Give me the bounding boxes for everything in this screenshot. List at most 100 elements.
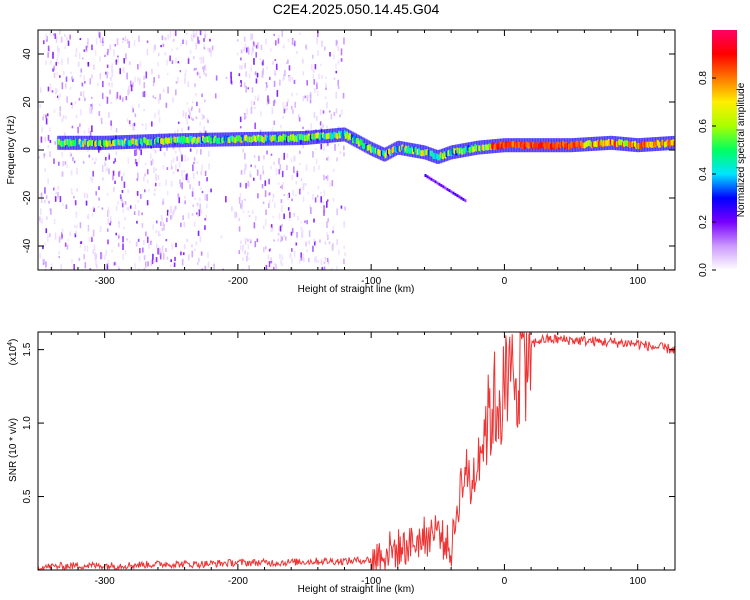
spectrogram-noise-cell (134, 158, 137, 165)
spectrogram-noise-cell (179, 179, 181, 185)
spectrogram-noise-cell (63, 71, 65, 75)
spectrogram-noise-cell (195, 116, 198, 120)
spectrogram-branch-cell (452, 191, 455, 195)
spectrogram-noise-cell (291, 175, 294, 181)
spectrogram-noise-cell (69, 34, 71, 40)
spectrogram-noise-cell (288, 75, 290, 81)
spectrogram-noise-cell (141, 212, 143, 216)
spectrogram-noise-cell (198, 40, 200, 44)
spectrogram-noise-cell (192, 30, 195, 38)
spectrogram-noise-cell (187, 212, 190, 219)
spectrogram-noise-cell (146, 169, 149, 175)
spectrogram-noise-cell (67, 40, 70, 46)
spectrogram-noise-cell (235, 212, 238, 218)
spectrogram-noise-cell (300, 226, 303, 231)
spectrogram-noise-cell (336, 208, 338, 216)
spectrogram-noise-cell (254, 241, 257, 248)
spectrogram-noise-cell (330, 268, 333, 270)
spectrogram-noise-cell (293, 250, 296, 258)
spectrogram-noise-cell (146, 40, 149, 44)
spectrogram-noise-cell (168, 212, 170, 217)
spectrogram-noise-cell (41, 127, 43, 133)
spectrogram-noise-cell (266, 150, 268, 155)
spectrogram-noise-cell (161, 245, 164, 253)
spectrogram-noise-cell (126, 72, 128, 80)
spectrogram-branch-cell (438, 182, 441, 186)
spectrogram-noise-cell (302, 95, 305, 102)
spectrogram-noise-cell (61, 82, 64, 90)
spectrogram-noise-cell (207, 48, 209, 52)
spectrogram-noise-cell (163, 152, 166, 155)
spectrogram-noise-cell (187, 176, 189, 183)
spectrogram-noise-cell (66, 244, 69, 250)
spectrogram-noise-cell (54, 141, 56, 145)
spectrogram-noise-cell (83, 130, 86, 135)
spectrogram-noise-cell (169, 55, 171, 62)
spectrogram-noise-cell (191, 250, 194, 258)
spectrogram-noise-cell (198, 108, 201, 113)
spectrogram-noise-cell (105, 156, 107, 161)
spectrogram-noise-cell (96, 83, 99, 87)
spectrogram-noise-cell (111, 71, 113, 78)
spectrogram-noise-cell (173, 206, 176, 212)
spectrogram-noise-cell (267, 98, 270, 104)
spectrogram-noise-cell (248, 265, 250, 270)
spectrogram-noise-cell (263, 155, 265, 160)
spectrogram-noise-cell (193, 157, 196, 161)
spectrogram-noise-cell (172, 97, 174, 103)
spectrogram-noise-cell (343, 145, 345, 151)
spectrogram-noise-cell (72, 157, 74, 161)
spectrogram-noise-cell (107, 260, 110, 266)
spectrogram-noise-cell (336, 157, 338, 162)
spectrogram-noise-cell (199, 57, 201, 60)
spectrogram-noise-cell (161, 35, 164, 41)
spectrogram-noise-cell (106, 228, 109, 232)
spectrogram-noise-cell (118, 265, 120, 269)
spectrogram-noise-cell (55, 191, 57, 195)
spectrogram-noise-cell (130, 84, 133, 92)
spectrogram-noise-cell (153, 77, 155, 83)
spectrogram-noise-cell (325, 140, 328, 148)
spectrogram-noise-cell (284, 236, 287, 241)
spectrogram-noise-cell (245, 183, 247, 189)
spectrogram-noise-cell (317, 186, 320, 190)
spectrogram-noise-cell (180, 251, 182, 256)
spectrogram-noise-cell (181, 169, 183, 177)
spectrogram-noise-cell (195, 67, 197, 71)
spectrogram-noise-cell (153, 193, 156, 196)
spectrogram-noise-cell (70, 71, 72, 74)
spectrogram-noise-cell (268, 192, 271, 196)
spectrogram-noise-cell (70, 102, 73, 106)
spectrogram-noise-cell (185, 112, 187, 119)
spectrogram-noise-cell (111, 65, 113, 73)
spectrogram-noise-cell (192, 187, 194, 192)
spectrogram-noise-cell (244, 43, 247, 49)
spectrogram-noise-cell (199, 235, 202, 243)
spectrogram-noise-cell (298, 116, 301, 122)
spectrogram-branch-cell (426, 175, 429, 179)
spectrogram-noise-cell (61, 58, 63, 65)
spectrogram-noise-cell (257, 94, 260, 99)
spectrogram-x-axis-label: Height of straight line (km) (298, 284, 415, 295)
spectrogram-noise-cell (64, 82, 67, 89)
spectrogram-branch-cell (458, 195, 461, 199)
spectrogram-noise-cell (86, 42, 89, 45)
spectrogram-noise-cell (239, 116, 242, 123)
spectrogram-noise-cell (64, 161, 67, 165)
spectrogram-noise-cell (184, 200, 186, 205)
spectrogram-noise-cell (62, 203, 64, 206)
spectrogram-noise-cell (105, 168, 108, 173)
spectrogram-noise-cell (337, 60, 340, 65)
spectrogram-noise-cell (52, 51, 54, 59)
spectrogram-noise-cell (281, 254, 284, 261)
spectrogram-noise-cell (45, 60, 47, 65)
spectrogram-noise-cell (154, 113, 156, 119)
spectrogram-noise-cell (312, 194, 314, 200)
spectrogram-noise-cell (132, 108, 135, 113)
spectrogram-noise-cell (157, 248, 159, 255)
spectrogram-noise-cell (255, 44, 258, 49)
spectrogram-noise-cell (279, 238, 282, 243)
spectrogram-noise-cell (274, 72, 277, 75)
spectrogram-noise-cell (78, 257, 81, 262)
